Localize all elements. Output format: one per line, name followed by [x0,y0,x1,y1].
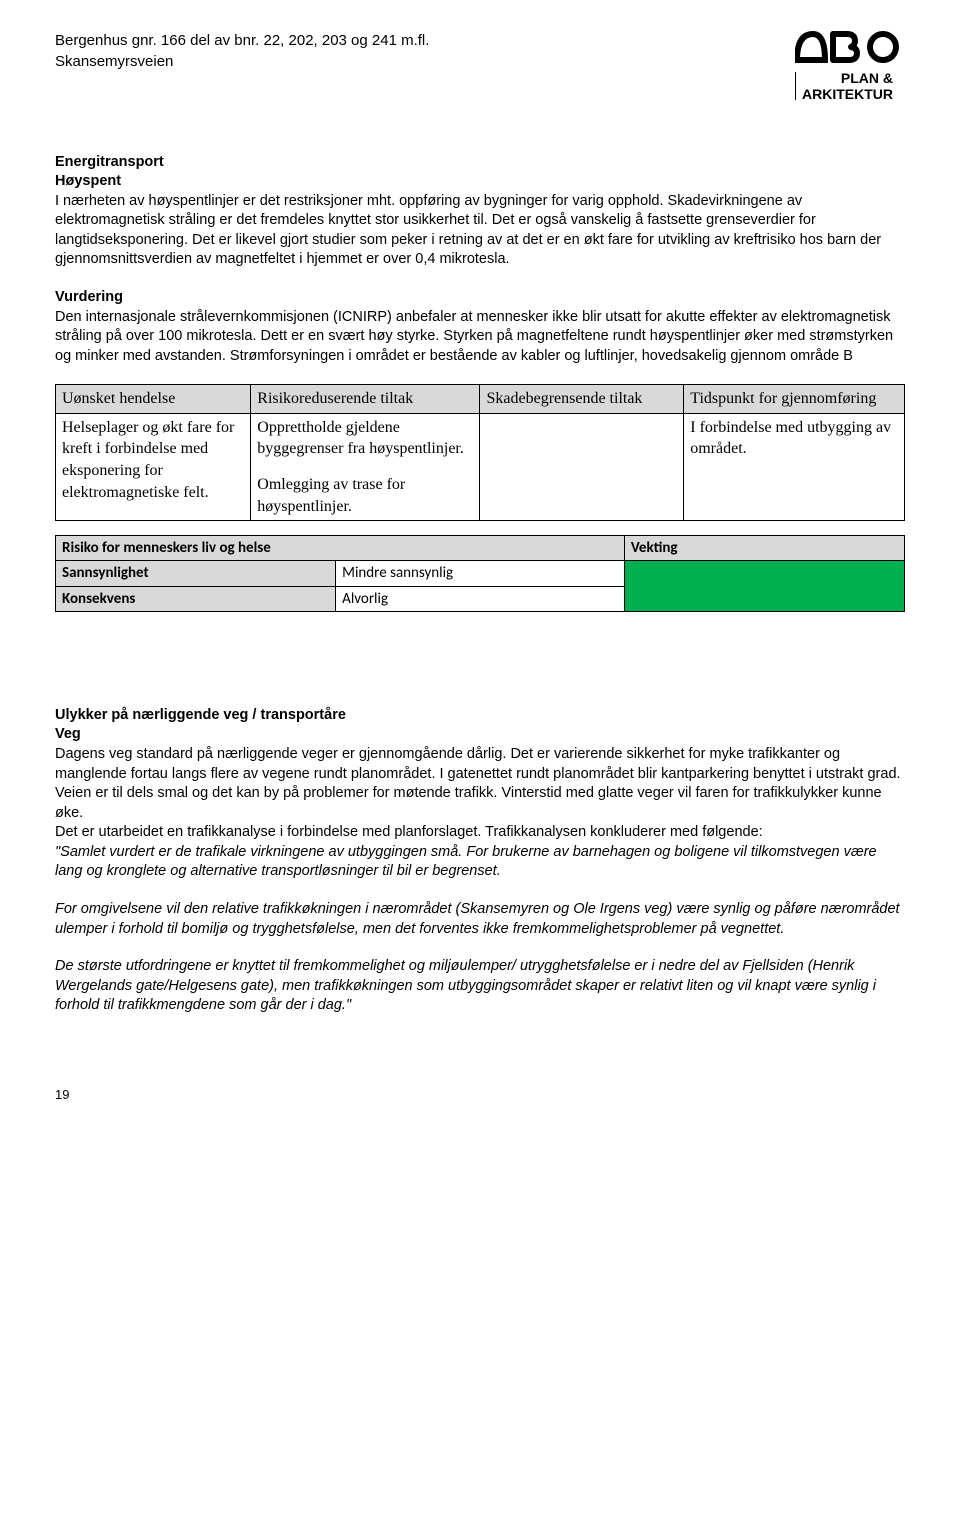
logo-text [795,30,905,68]
heading-energitransport: Energitransport [55,153,905,173]
header-left: Bergenhus gnr. 166 del av bnr. 22, 202, … [55,30,429,72]
heading-hoyspent: Høyspent [55,172,905,192]
para-veg3: For omgivelsene vil den relative trafikk… [55,900,905,939]
td: Konsekvens [56,586,336,611]
para-veg2a: Det er utarbeidet en trafikkanalyse i fo… [55,823,905,843]
para-veg4: De største utfordringene er knyttet til … [55,957,905,1016]
td [480,413,684,520]
para-vurdering: Den internasjonale strålevernkommisjonen… [55,308,905,367]
heading-vurdering: Vurdering [55,288,905,308]
logo-svg [795,30,905,64]
table-row: Helseplager og økt fare for kreft i forb… [56,413,905,520]
logo-sub: PLAN & ARKITEKTUR [795,70,905,102]
para-veg2b: "Samlet vurdert er de trafikale virkning… [55,843,905,882]
td-vekting-color [624,561,904,612]
th: Uønsket hendelse [56,385,251,414]
logo-subtext: PLAN & ARKITEKTUR [802,70,893,102]
logo: PLAN & ARKITEKTUR [795,30,905,103]
heading-veg: Veg [55,725,905,745]
table-row: Sannsynlighet Mindre sannsynlig [56,561,905,586]
td: I forbindelse med utbygging av området. [684,413,905,520]
table-tiltak: Uønsket hendelse Risikoreduserende tilta… [55,384,905,521]
header-line1: Bergenhus gnr. 166 del av bnr. 22, 202, … [55,30,429,51]
para-veg1: Dagens veg standard på nærliggende veger… [55,745,905,823]
page-header: Bergenhus gnr. 166 del av bnr. 22, 202, … [55,30,905,103]
td: Sannsynlighet [56,561,336,586]
heading-ulykker: Ulykker på nærliggende veg / transportår… [55,706,905,726]
section-energitransport: Energitransport Høyspent I nærheten av h… [55,153,905,270]
logo-divider [795,72,796,100]
table-risiko: Risiko for menneskers liv og helse Vekti… [55,535,905,612]
td: Opprettholde gjeldene byggegrenser fra h… [251,413,480,520]
header-line2: Skansemyrsveien [55,51,429,72]
td: Alvorlig [336,586,625,611]
td: Mindre sannsynlig [336,561,625,586]
section-vurdering: Vurdering Den internasjonale strålevernk… [55,288,905,366]
th-vekting: Vekting [624,536,904,561]
page-number: 19 [55,1086,905,1104]
table-row: Risiko for menneskers liv og helse Vekti… [56,536,905,561]
para-hoyspent: I nærheten av høyspentlinjer er det rest… [55,192,905,270]
td: Helseplager og økt fare for kreft i forb… [56,413,251,520]
th: Tidspunkt for gjennomføring [684,385,905,414]
th: Skadebegrensende tiltak [480,385,684,414]
section-ulykker: Ulykker på nærliggende veg / transportår… [55,706,905,882]
table-row: Uønsket hendelse Risikoreduserende tilta… [56,385,905,414]
th-risiko: Risiko for menneskers liv og helse [56,536,625,561]
th: Risikoreduserende tiltak [251,385,480,414]
